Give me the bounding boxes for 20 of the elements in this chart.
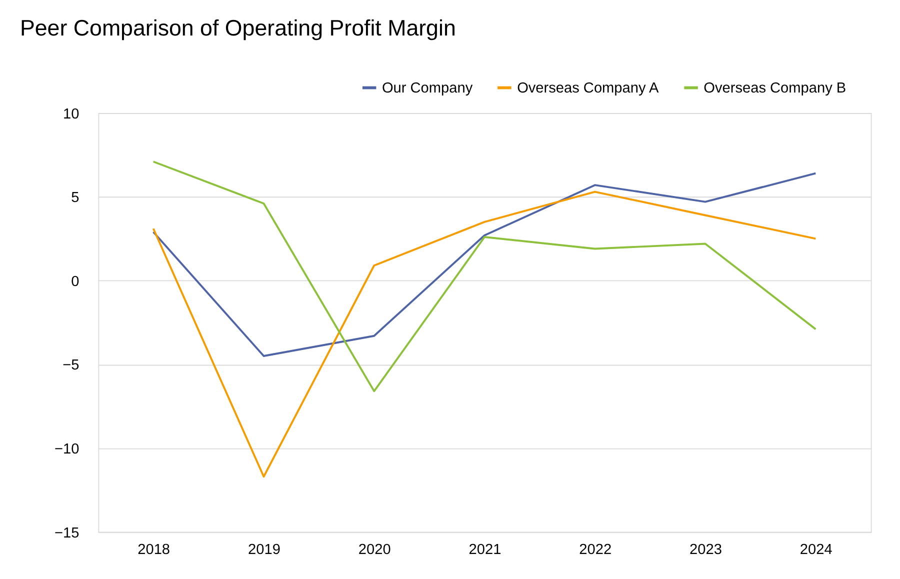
line-series	[152, 190, 817, 478]
y-tick-label: 10	[63, 106, 80, 122]
x-tick-label: 2024	[800, 542, 832, 558]
y-tick-label: −10	[54, 441, 80, 458]
y-tick-label: −15	[54, 525, 80, 542]
x-tick-label: 2018	[138, 542, 170, 558]
y-tick-label: −5	[62, 358, 80, 374]
line-series	[152, 160, 817, 392]
x-tick-label: 2023	[690, 542, 722, 558]
x-tick-label: 2019	[248, 542, 280, 558]
x-tick-label: 2022	[579, 542, 612, 558]
legend-label: Overseas Company B	[704, 80, 846, 97]
legend-label: Overseas Company A	[517, 80, 659, 97]
y-tick-label: 0	[71, 274, 80, 290]
legend-label: Our Company	[382, 80, 474, 97]
chart-title: Peer Comparison of Operating Profit Margin	[20, 15, 456, 40]
line-series	[152, 172, 817, 357]
y-tick-label: 5	[71, 190, 80, 206]
x-tick-label: 2021	[468, 542, 502, 558]
x-tick-label: 2020	[358, 542, 391, 558]
